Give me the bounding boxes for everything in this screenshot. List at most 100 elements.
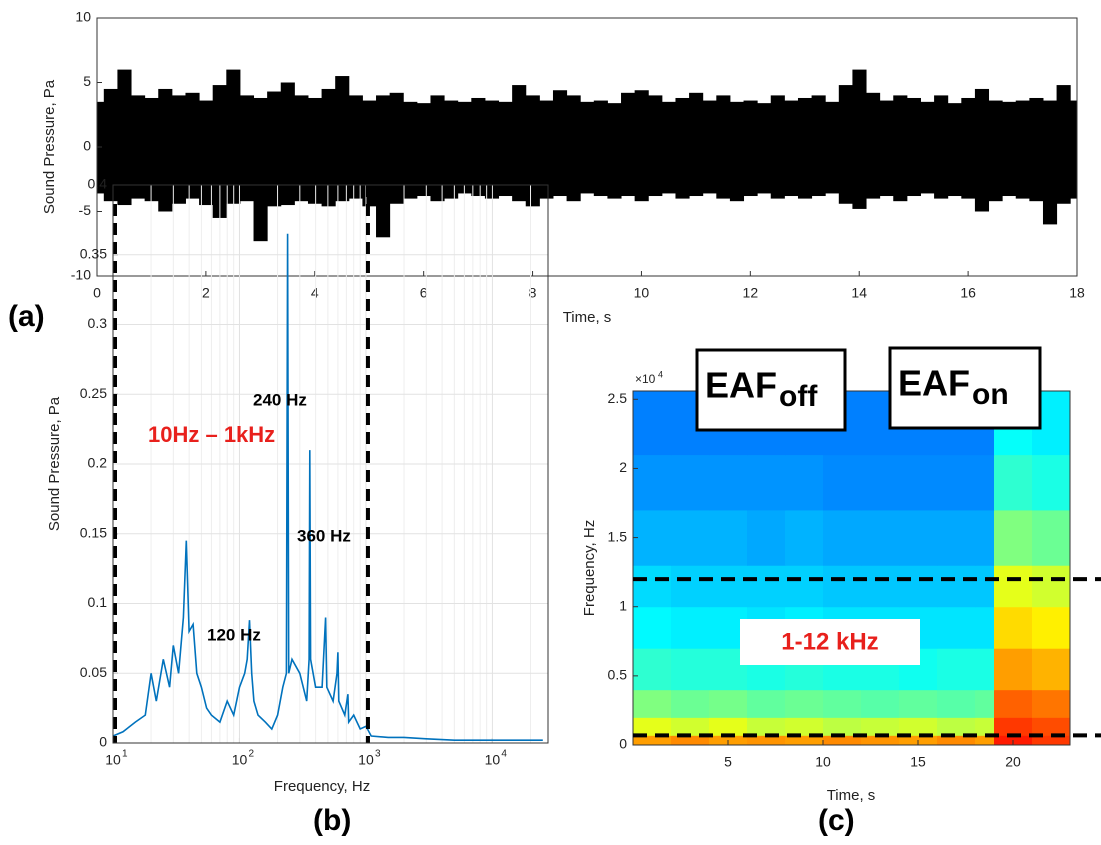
spectrogram-cell (747, 454, 786, 511)
x-tick-exponent: 4 (501, 749, 507, 760)
state-box (695, 348, 847, 432)
spectrogram-cell (994, 565, 1033, 608)
state-label-sub: off (779, 380, 818, 413)
y-tick-label: 2 (619, 459, 627, 475)
spectrogram-cell (709, 509, 748, 566)
signal-envelope (280, 82, 295, 206)
spectrogram-cell (899, 565, 938, 608)
signal-envelope (97, 101, 105, 194)
signal-envelope (239, 95, 255, 202)
y-multiplier: ×10 (635, 372, 656, 386)
state-label: EAF (898, 363, 970, 404)
spectrogram-cell (671, 606, 710, 649)
x-tick-label: 8 (529, 285, 537, 301)
signal-envelope (471, 97, 486, 197)
y-tick-label: 5 (83, 73, 91, 89)
signal-envelope (348, 95, 363, 199)
spectrogram-cell (633, 717, 672, 736)
signal-envelope (757, 103, 772, 194)
signal-envelope (825, 101, 840, 194)
panel-label: (a) (8, 300, 45, 333)
y-tick-label: -10 (71, 267, 91, 283)
signal-envelope (961, 97, 976, 199)
spectrogram-cell (994, 717, 1033, 736)
spectrogram-cell (785, 509, 824, 566)
signal-envelope (852, 69, 867, 209)
y-tick-label: 0 (83, 138, 91, 154)
spectrogram-cell (1032, 565, 1071, 608)
y-tick-label: 0.2 (88, 455, 108, 471)
signal-envelope (634, 90, 649, 202)
y-tick-label: 0.25 (80, 385, 107, 401)
signal-envelope (1029, 97, 1044, 202)
signal-envelope (729, 101, 745, 202)
spectrogram-cell (1032, 735, 1071, 746)
x-axis-label: Time, s (827, 787, 876, 804)
y-tick-label: 1.5 (608, 528, 628, 544)
spectrogram-cell (671, 648, 710, 691)
x-tick-label: 15 (910, 754, 926, 770)
signal-envelope (103, 88, 118, 202)
spectrogram-cell (994, 606, 1033, 649)
signal-envelope (335, 76, 350, 202)
spectrogram-cell (899, 689, 938, 718)
spectrogram-cell (633, 565, 672, 608)
signal-envelope (838, 85, 853, 204)
y-tick-label: 0 (99, 734, 107, 750)
spectrogram-cell (823, 717, 862, 736)
x-tick-label: 10 (358, 752, 374, 768)
signal-envelope (784, 100, 799, 197)
x-tick-label: 10 (485, 752, 501, 768)
signal-envelope (661, 101, 676, 194)
spectrogram-cell (671, 509, 710, 566)
spectrogram-cell (975, 454, 995, 511)
spectrogram-cell (747, 565, 786, 608)
signal-envelope (648, 95, 663, 197)
annotation: 240 Hz (253, 390, 307, 409)
spectrogram-cell (975, 717, 995, 736)
spectrogram-cell (937, 606, 976, 649)
signal-envelope (185, 92, 200, 199)
state-label: EAF (705, 365, 777, 406)
signal-envelope (416, 103, 431, 197)
spectrogram-cell (994, 509, 1033, 566)
spectrogram-cell (823, 735, 862, 746)
signal-envelope (199, 100, 214, 206)
signal-envelope (974, 88, 990, 212)
signal-envelope (593, 100, 608, 197)
signal-envelope (253, 97, 268, 242)
signal-envelope (457, 101, 472, 194)
signal-envelope (267, 91, 282, 207)
spectrogram-cell (633, 735, 672, 746)
signal-envelope (539, 100, 554, 199)
spectrogram-cell (823, 509, 862, 566)
spectrogram-cell (671, 717, 710, 736)
spectrogram-cell (861, 565, 900, 608)
spectrogram-cell (823, 454, 862, 511)
signal-envelope (117, 69, 132, 206)
spectrogram-cell (975, 606, 995, 649)
y-tick-label: 0.15 (80, 524, 107, 540)
spectrogram-cell (975, 565, 995, 608)
y-tick-label: 0.3 (88, 315, 108, 331)
spectrogram-cell (671, 689, 710, 718)
signal-envelope (811, 95, 826, 197)
x-tick-label: 2 (202, 285, 210, 301)
spectrogram-cell (633, 509, 672, 566)
spectrogram-cell (785, 717, 824, 736)
signal-envelope (498, 101, 513, 197)
signal-envelope (171, 95, 186, 204)
y-tick-label: 0.05 (80, 664, 107, 680)
signal-envelope (702, 100, 717, 194)
signal-envelope (444, 100, 459, 199)
annotation: 10Hz – 1kHz (148, 422, 275, 447)
spectrogram-cell (937, 565, 976, 608)
signal-envelope (376, 95, 391, 238)
spectrogram-cell (747, 717, 786, 736)
x-tick-label: 6 (420, 285, 428, 301)
signal-envelope (675, 97, 690, 199)
y-multiplier-exponent: 4 (658, 369, 663, 379)
y-tick-label: 0 (619, 736, 627, 752)
spectrogram-cell (633, 648, 672, 691)
waveform (97, 69, 1077, 242)
